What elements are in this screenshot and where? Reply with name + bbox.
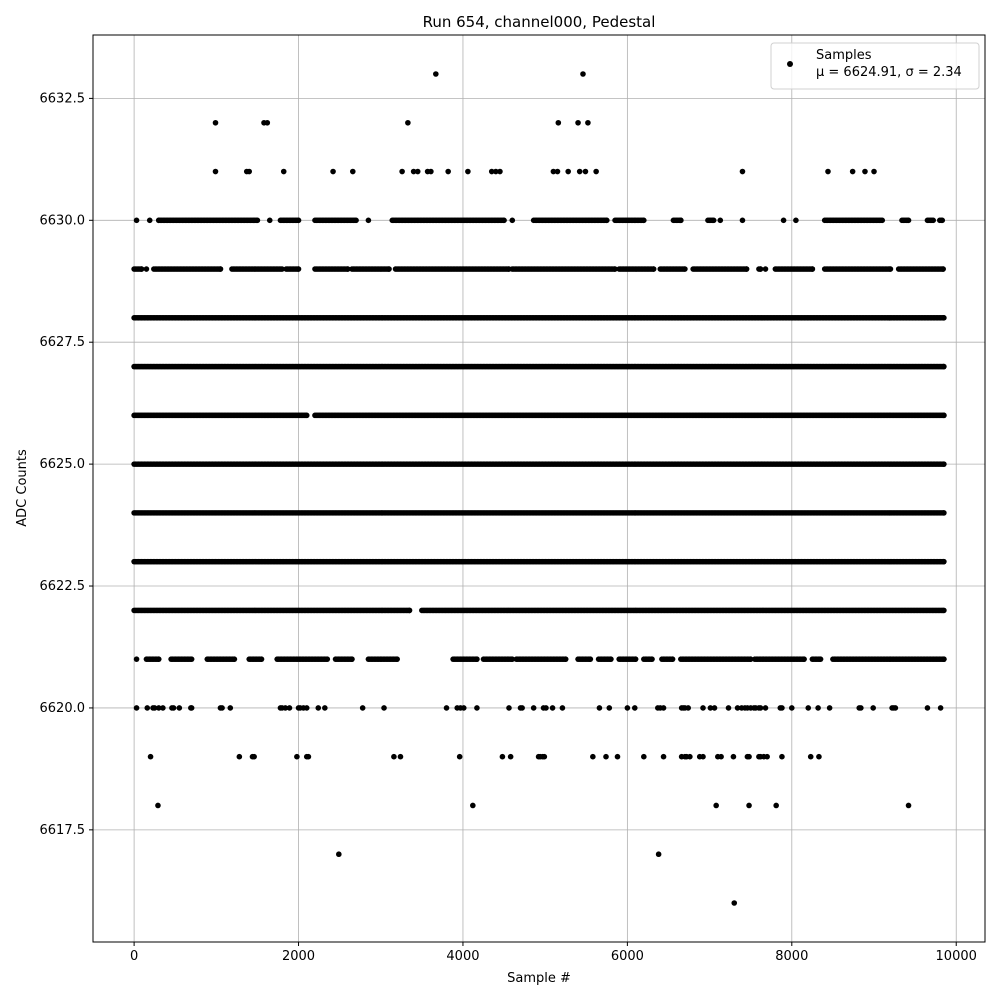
data-point [862, 168, 868, 175]
data-point [941, 363, 947, 370]
data-point [433, 71, 439, 77]
data-point [825, 168, 831, 175]
data-point [739, 217, 746, 224]
data-point [406, 607, 413, 614]
data-point [649, 656, 655, 662]
data-point [394, 656, 400, 662]
data-point [593, 168, 599, 175]
data-point [580, 71, 586, 77]
data-point [324, 656, 331, 662]
data-point [258, 656, 265, 662]
data-point [575, 119, 581, 126]
points-layer [131, 71, 947, 906]
data-point [212, 168, 219, 175]
data-point [762, 266, 769, 272]
data-point [133, 656, 140, 662]
data-point [941, 510, 947, 516]
data-point [410, 168, 417, 175]
data-point [710, 217, 717, 224]
data-point [501, 217, 507, 224]
data-point [303, 412, 310, 419]
data-point [887, 266, 894, 272]
data-point [585, 119, 591, 126]
data-point [757, 266, 764, 272]
data-point [414, 168, 421, 175]
data-point [155, 656, 162, 662]
data-point [879, 217, 886, 224]
data-point [509, 217, 516, 224]
data-point [349, 168, 356, 175]
data-point [608, 656, 614, 662]
data-point [133, 217, 140, 224]
data-point [405, 119, 411, 126]
data-point [386, 266, 392, 272]
data-point [743, 266, 750, 272]
data-point [497, 168, 503, 175]
data-point [612, 266, 618, 272]
data-point [279, 266, 285, 272]
data-point [587, 656, 594, 662]
data-point [780, 217, 787, 224]
data-point [717, 217, 724, 224]
data-point [349, 656, 355, 662]
data-point [940, 266, 946, 272]
data-point [188, 656, 195, 662]
data-point [217, 266, 224, 272]
data-point [231, 656, 238, 662]
data-point [550, 168, 557, 175]
data-point [146, 217, 153, 224]
data-point [809, 266, 816, 272]
data-point [565, 168, 571, 175]
data-point [399, 168, 405, 175]
data-point [295, 266, 302, 272]
data-point [445, 168, 451, 175]
data-point [582, 168, 589, 175]
data-point [793, 217, 799, 224]
data-point [941, 558, 947, 565]
data-point [345, 266, 351, 272]
data-point [562, 656, 569, 662]
data-point [465, 168, 471, 175]
data-point [939, 217, 946, 224]
data-point [669, 656, 676, 662]
data-point [941, 461, 947, 467]
data-point [428, 168, 434, 175]
data-point [555, 119, 562, 126]
data-point [554, 168, 561, 175]
data-point [212, 119, 219, 126]
data-point [739, 168, 746, 175]
data-point [295, 217, 302, 224]
data-point [905, 217, 912, 224]
data-point [678, 217, 684, 224]
data-point [682, 266, 688, 272]
data-point [930, 217, 937, 224]
data-point [488, 168, 495, 175]
data-point [849, 168, 856, 175]
data-point [266, 217, 273, 224]
data-point [941, 607, 947, 614]
data-point [941, 412, 947, 419]
data-point [143, 266, 150, 272]
data-point [509, 656, 516, 662]
data-point [493, 168, 499, 175]
data-point [280, 168, 287, 175]
data-point [474, 656, 480, 662]
data-point [353, 217, 359, 224]
data-point [264, 119, 271, 126]
data-point [138, 266, 145, 272]
data-point [246, 168, 252, 175]
data-point [641, 217, 647, 224]
data-point [330, 168, 336, 175]
data-point [604, 217, 610, 224]
data-point [871, 168, 877, 175]
data-point [650, 266, 657, 272]
data-point [941, 315, 947, 321]
data-point [254, 217, 261, 224]
data-point [365, 217, 372, 224]
data-point [576, 168, 583, 175]
data-point [632, 656, 639, 662]
